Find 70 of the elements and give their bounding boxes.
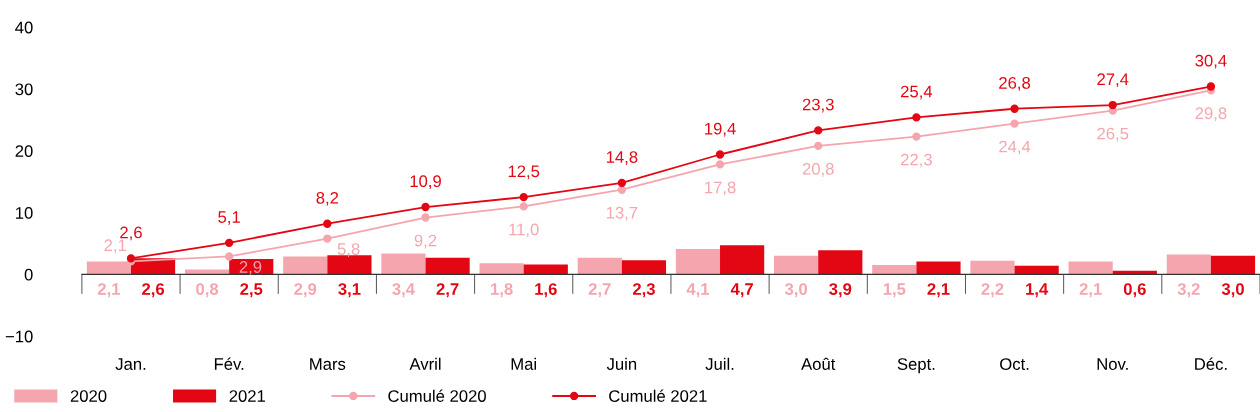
data-label: 10,9 <box>410 175 441 190</box>
data-label: 20,8 <box>802 162 834 177</box>
legend-label: Cumulé 2020 <box>388 389 486 402</box>
x-tick-label: Sept. <box>897 358 935 374</box>
data-label: 23,3 <box>802 98 834 113</box>
data-label: 5,8 <box>337 243 360 257</box>
data-label: 26,8 <box>999 77 1031 91</box>
x-tick-label: Mai <box>511 357 536 370</box>
data-label: 3,0 <box>1221 283 1244 298</box>
data-label: 2,1 <box>927 283 950 298</box>
data-label: 30,4 <box>1195 54 1227 69</box>
data-label: 19,4 <box>705 122 736 137</box>
x-tick-label: Jan. <box>115 358 146 370</box>
x-tick-label: Déc. <box>1195 357 1227 370</box>
data-label: 2,7 <box>436 283 459 298</box>
data-label: 12,5 <box>508 165 540 180</box>
y-tick-label: −10 <box>5 330 33 343</box>
y-tick-label: 40 <box>15 21 33 34</box>
y-tick-label: 30 <box>15 83 33 96</box>
data-label: 1,8 <box>491 283 513 298</box>
data-label: 11,0 <box>509 223 539 238</box>
data-label: 9,2 <box>414 234 437 249</box>
data-label: 4,7 <box>730 283 753 298</box>
data-label: 3,4 <box>392 283 415 298</box>
data-label: 3,0 <box>784 283 808 298</box>
data-label: 8,2 <box>316 191 339 206</box>
legend-label: Cumulé 2021 <box>609 389 707 402</box>
legend-label: 2021 <box>229 390 265 402</box>
y-tick-label: 20 <box>15 145 33 157</box>
data-label: 2,1 <box>104 239 127 254</box>
data-label: 2,6 <box>142 283 165 298</box>
x-tick-label: Avril <box>409 357 441 370</box>
x-tick-label: Oct. <box>1000 358 1029 370</box>
data-label: 22,3 <box>901 153 932 168</box>
data-label: 2,3 <box>632 283 655 298</box>
data-label: 3,2 <box>1177 283 1200 298</box>
data-label: 2,6 <box>120 226 142 241</box>
data-label: 26,5 <box>1097 127 1129 142</box>
data-label: 14,8 <box>606 151 638 165</box>
legend-label: 2020 <box>70 390 107 402</box>
data-label: 2,2 <box>981 283 1004 298</box>
x-tick-label: Août <box>801 357 836 370</box>
data-label: 1,6 <box>535 283 557 298</box>
x-tick-label: Juin <box>606 357 637 370</box>
data-label: 27,4 <box>1097 73 1129 88</box>
x-tick-label: Juil. <box>705 357 734 370</box>
data-label: 2,5 <box>240 283 263 298</box>
data-label: 2,7 <box>588 283 611 298</box>
data-label: 1,4 <box>1026 283 1049 298</box>
data-label: 2,1 <box>97 283 121 298</box>
data-label: 25,4 <box>901 85 933 100</box>
data-label: 0,8 <box>196 283 219 298</box>
data-label: 4,1 <box>686 283 710 298</box>
data-label: 0,6 <box>1123 283 1146 298</box>
data-label: 13,7 <box>606 206 638 221</box>
data-label: 2,1 <box>1079 283 1102 298</box>
data-label: 3,1 <box>338 283 361 298</box>
data-label: 29,8 <box>1195 107 1227 122</box>
data-label: 2,9 <box>294 283 317 298</box>
y-tick-label: 10 <box>16 206 33 219</box>
data-label: 17,8 <box>705 181 736 196</box>
data-label: 2,9 <box>239 261 262 275</box>
data-label: 3,9 <box>829 283 852 298</box>
y-tick-label: 0 <box>24 268 33 281</box>
data-label: 5,1 <box>218 211 240 225</box>
x-tick-label: Nov. <box>1097 358 1128 370</box>
data-label: 24,4 <box>999 140 1031 155</box>
x-tick-label: Mars <box>310 358 346 370</box>
x-tick-label: Fév. <box>214 357 244 370</box>
data-label: 1,5 <box>883 283 906 298</box>
